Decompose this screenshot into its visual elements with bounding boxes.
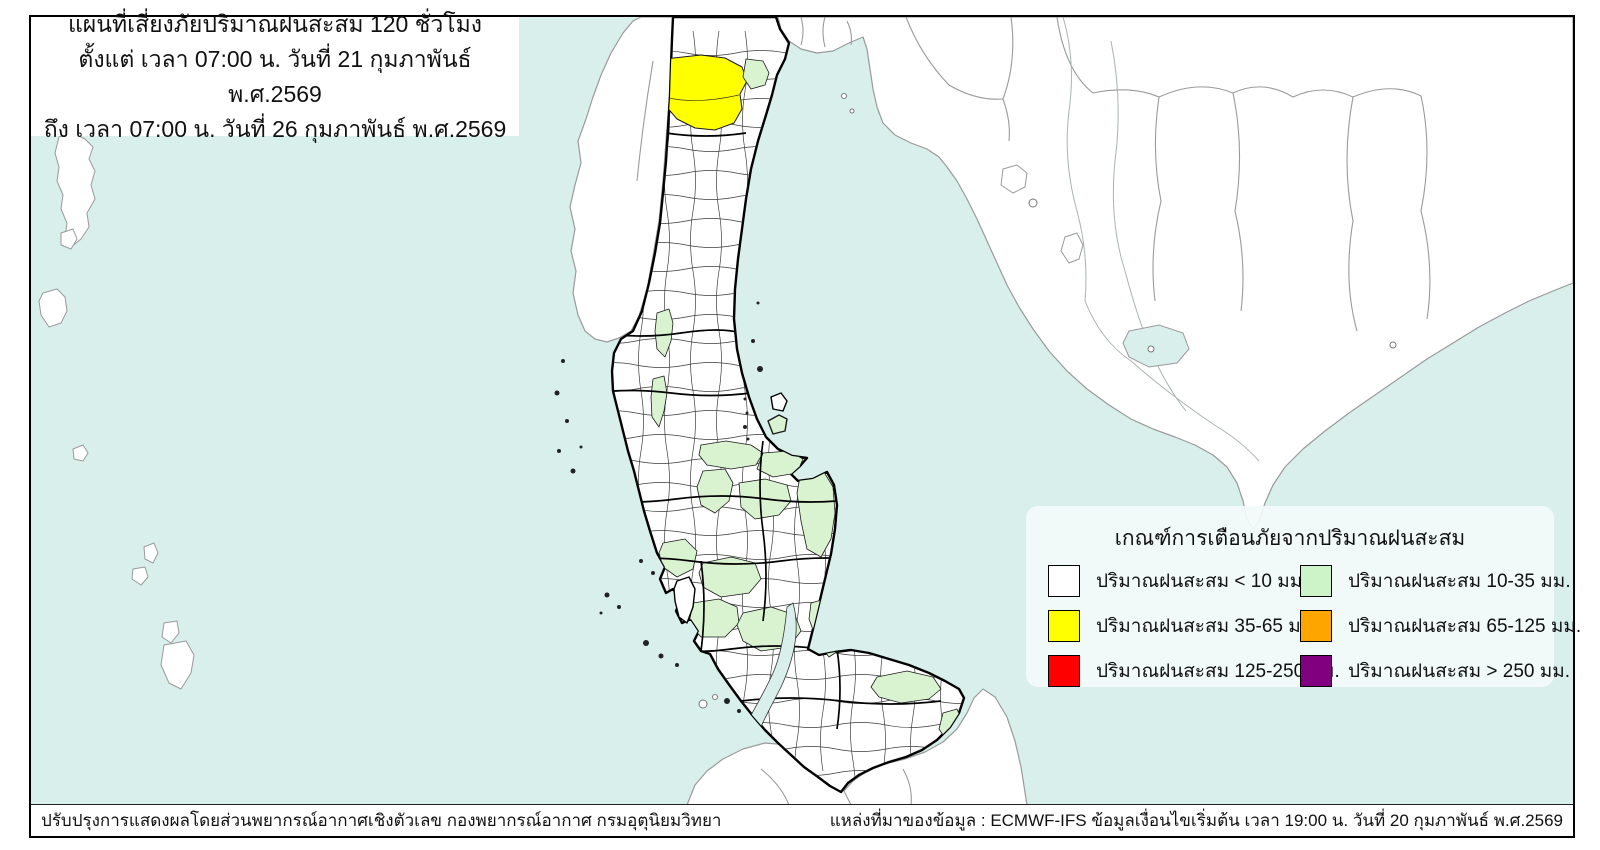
legend-swatch-green (1300, 565, 1332, 597)
map-frame: แผนที่เสี่ยงภัยปริมาณฝนสะสม 120 ชั่วโมง … (29, 11, 1581, 838)
inland-lake (1122, 324, 1190, 368)
phuket-island (673, 576, 696, 624)
legend-swatch-yellow (1048, 610, 1080, 642)
legend-title: เกณฑ์การเตือนภัยจากปริมาณฝนสะสม (1114, 527, 1466, 550)
footer-bar: ปรับปรุงการแสดงผลโดยส่วนพยากรณ์อากาศเชิง… (31, 804, 1573, 836)
legend-item: ปริมาณฝนสะสม 125-250 มม. (1048, 655, 1340, 687)
rainfall-legend: เกณฑ์การเตือนภัยจากปริมาณฝนสะสม ปริมาณฝน… (1026, 506, 1581, 687)
legend-label: ปริมาณฝนสะสม 65-125 มม. (1348, 616, 1582, 637)
green-district-north (742, 58, 770, 90)
map-canvas (31, 17, 1573, 804)
legend-swatch-orange (1300, 610, 1332, 642)
legend-swatch-purple (1300, 655, 1332, 687)
map-title-line-2: ตั้งแต่ เวลา 07:00 น. วันที่ 21 กุมภาพัน… (78, 45, 472, 107)
footer-credit-text: ปรับปรุงการแสดงผลโดยส่วนพยากรณ์อากาศเชิง… (41, 811, 722, 830)
focus-region-islands (599, 301, 788, 713)
legend-item: ปริมาณฝนสะสม > 250 มม. (1300, 655, 1581, 687)
legend-label: ปริมาณฝนสะสม 10-35 มม. (1348, 571, 1571, 592)
legend-label: ปริมาณฝนสะสม > 250 มม. (1348, 661, 1571, 682)
map-title-box: แผนที่เสี่ยงภัยปริมาณฝนสะสม 120 ชั่วโมง … (31, 11, 519, 142)
legend-item: ปริมาณฝนสะสม 10-35 มม. (1300, 565, 1581, 597)
map-title-line-1: แผนที่เสี่ยงภัยปริมาณฝนสะสม 120 ชั่วโมง (67, 10, 482, 37)
legend-item: ปริมาณฝนสะสม 35-65 มม. (1048, 610, 1319, 642)
legend-grid: ปริมาณฝนสะสม < 10 มม. ปริมาณฝนสะสม 10-35… (1026, 565, 1581, 687)
legend-label: ปริมาณฝนสะสม < 10 มม. (1096, 571, 1308, 592)
footer-source-text: แหล่งที่มาของข้อมูล : ECMWF-IFS ข้อมูลเง… (829, 811, 1563, 830)
map-title-line-3: ถึง เวลา 07:00 น. วันที่ 26 กุมภาพันธ์ พ… (43, 115, 507, 142)
legend-item: ปริมาณฝนสะสม 65-125 มม. (1300, 610, 1581, 642)
andaman-nicobar-islands (38, 132, 195, 690)
legend-item: ปริมาณฝนสะสม < 10 มม. (1048, 565, 1308, 597)
east-mainland (640, 17, 1573, 530)
legend-swatch-red (1048, 655, 1080, 687)
legend-label: ปริมาณฝนสะสม 35-65 มม. (1096, 616, 1319, 637)
legend-swatch-white (1048, 565, 1080, 597)
green-island-samui (767, 414, 788, 435)
legend-label: ปริมาณฝนสะสม 125-250 มม. (1096, 661, 1340, 682)
